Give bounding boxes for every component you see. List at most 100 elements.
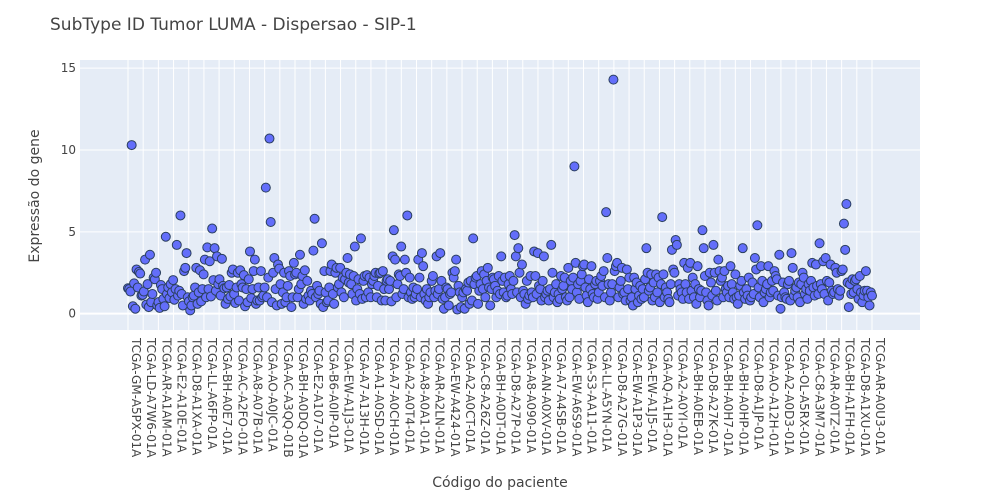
data-point[interactable] xyxy=(641,243,652,254)
data-point[interactable] xyxy=(473,298,484,309)
data-point[interactable] xyxy=(416,248,427,259)
data-point[interactable] xyxy=(838,218,849,229)
data-point[interactable] xyxy=(418,261,429,272)
data-point[interactable] xyxy=(377,266,388,277)
data-point[interactable] xyxy=(725,261,736,272)
data-point[interactable] xyxy=(388,225,399,236)
data-point[interactable] xyxy=(598,266,609,277)
data-point[interactable] xyxy=(480,292,491,303)
data-point[interactable] xyxy=(508,275,519,286)
data-point[interactable] xyxy=(302,275,313,286)
data-point[interactable] xyxy=(604,295,615,306)
data-point[interactable] xyxy=(530,271,541,281)
data-point[interactable] xyxy=(774,249,785,260)
data-point[interactable] xyxy=(265,217,276,227)
data-point[interactable] xyxy=(180,262,191,273)
data-point[interactable] xyxy=(608,74,619,85)
data-point[interactable] xyxy=(412,284,423,295)
data-point[interactable] xyxy=(730,269,741,280)
data-point[interactable] xyxy=(468,233,479,244)
data-point[interactable] xyxy=(168,275,179,286)
data-point[interactable] xyxy=(547,267,558,278)
data-point[interactable] xyxy=(414,272,425,283)
data-point[interactable] xyxy=(355,233,366,244)
data-point[interactable] xyxy=(485,300,496,311)
data-point[interactable] xyxy=(775,303,786,314)
data-point[interactable] xyxy=(710,285,721,296)
data-point[interactable] xyxy=(569,161,580,172)
data-point[interactable] xyxy=(443,300,454,311)
data-point[interactable] xyxy=(835,285,846,296)
data-point[interactable] xyxy=(282,280,293,291)
data-point[interactable] xyxy=(399,254,410,265)
data-point[interactable] xyxy=(342,253,353,263)
data-point[interactable] xyxy=(446,287,457,298)
data-point[interactable] xyxy=(130,303,141,314)
data-point[interactable] xyxy=(784,275,795,286)
data-point[interactable] xyxy=(749,253,760,263)
data-point[interactable] xyxy=(207,223,218,234)
data-point[interactable] xyxy=(243,274,254,285)
data-point[interactable] xyxy=(752,220,763,231)
data-point[interactable] xyxy=(349,241,360,252)
data-point[interactable] xyxy=(181,248,192,259)
data-point[interactable] xyxy=(671,239,682,250)
data-point[interactable] xyxy=(841,199,852,209)
data-point[interactable] xyxy=(308,245,319,256)
data-point[interactable] xyxy=(621,264,632,275)
data-point[interactable] xyxy=(509,230,520,241)
data-point[interactable] xyxy=(396,241,407,252)
data-point[interactable] xyxy=(451,254,462,265)
data-point[interactable] xyxy=(563,262,574,273)
data-point[interactable] xyxy=(309,213,320,224)
data-point[interactable] xyxy=(299,265,310,276)
data-point[interactable] xyxy=(259,282,270,293)
data-point[interactable] xyxy=(516,259,527,270)
data-point[interactable] xyxy=(864,300,875,311)
data-point[interactable] xyxy=(449,266,460,277)
data-point[interactable] xyxy=(286,302,297,313)
data-point[interactable] xyxy=(338,292,349,303)
data-point[interactable] xyxy=(537,275,548,286)
data-point[interactable] xyxy=(615,275,626,286)
data-point[interactable] xyxy=(249,254,260,265)
data-point[interactable] xyxy=(726,279,737,290)
data-point[interactable] xyxy=(329,298,340,309)
data-point[interactable] xyxy=(820,253,831,263)
data-point[interactable] xyxy=(144,249,155,260)
data-point[interactable] xyxy=(160,231,171,242)
data-point[interactable] xyxy=(638,292,649,303)
data-point[interactable] xyxy=(294,249,305,260)
data-point[interactable] xyxy=(546,239,557,250)
data-point[interactable] xyxy=(316,238,327,249)
data-point[interactable] xyxy=(658,269,669,280)
data-point[interactable] xyxy=(669,267,680,278)
data-point[interactable] xyxy=(713,254,724,265)
data-point[interactable] xyxy=(703,300,714,311)
data-point[interactable] xyxy=(665,279,676,290)
data-point[interactable] xyxy=(692,261,703,272)
data-point[interactable] xyxy=(823,295,834,306)
data-point[interactable] xyxy=(204,256,215,267)
data-point[interactable] xyxy=(402,210,413,221)
data-point[interactable] xyxy=(255,266,266,277)
data-point[interactable] xyxy=(664,297,675,308)
data-point[interactable] xyxy=(708,239,719,250)
data-point[interactable] xyxy=(435,248,446,259)
data-point[interactable] xyxy=(384,284,395,295)
data-point[interactable] xyxy=(657,212,668,223)
data-point[interactable] xyxy=(462,285,473,296)
data-point[interactable] xyxy=(840,244,851,255)
data-point[interactable] xyxy=(786,248,797,259)
data-point[interactable] xyxy=(698,243,709,254)
data-point[interactable] xyxy=(652,287,663,298)
data-point[interactable] xyxy=(175,210,186,221)
data-point[interactable] xyxy=(126,140,137,151)
data-point[interactable] xyxy=(602,253,613,263)
data-point[interactable] xyxy=(147,289,158,299)
data-point[interactable] xyxy=(151,267,162,278)
data-point[interactable] xyxy=(586,261,597,272)
data-point[interactable] xyxy=(787,262,798,273)
data-point[interactable] xyxy=(159,301,170,312)
data-point[interactable] xyxy=(837,264,848,275)
